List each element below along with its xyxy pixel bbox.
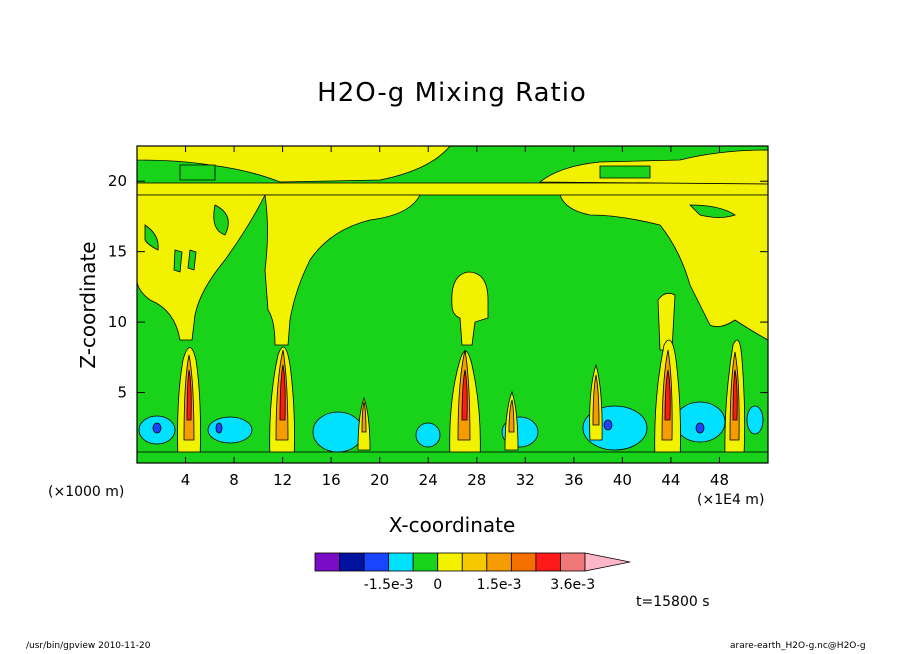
core-19-mid: [361, 401, 367, 433]
cyan-8: [746, 405, 764, 435]
y-axis-label: Z-coordinate: [76, 241, 100, 369]
cyan-3: [312, 411, 364, 453]
upper-cap-hole-2: [599, 165, 651, 179]
core-12-high: [279, 364, 286, 421]
left-plume: [137, 194, 266, 341]
colorbar: -1.5e-3 0 1.5e-3 3.6e-3: [314, 552, 631, 593]
x-tick-label: 28: [467, 471, 486, 489]
y-tick-label: 15: [108, 243, 127, 261]
x-tick-label: 44: [661, 471, 680, 489]
core-30-mid: [508, 399, 515, 433]
x-ticks: 4 8 12 16 20 24 28 32 36 40 44 48: [181, 146, 729, 489]
footer-left: /usr/bin/gpview 2010-11-20: [26, 641, 151, 651]
blue-2: [215, 422, 223, 434]
y-tick-label: 10: [108, 313, 127, 331]
footer-right: arare-earth_H2O-g.nc@H2O-g: [730, 641, 866, 651]
x-tick-label: 48: [710, 471, 729, 489]
colorbar-swatch: [510, 552, 537, 572]
time-label: t=15800 s: [636, 594, 710, 610]
left-plume-hole-2: [213, 204, 229, 236]
center-bubble: [451, 271, 489, 346]
upper-cap-hole-1: [179, 164, 216, 181]
x-tick-label: 8: [229, 471, 239, 489]
x-unit-right: (×1E4 m): [697, 492, 765, 508]
colorbar-label: 1.5e-3: [477, 577, 522, 593]
colorbar-label: 0: [433, 577, 442, 593]
x-tick-label: 32: [516, 471, 535, 489]
colorbar-swatch: [412, 552, 439, 572]
left-plume-hole-3: [173, 249, 183, 273]
plume-44-stem: [657, 292, 676, 351]
blue-3: [603, 419, 613, 431]
right-plume-hole: [689, 204, 736, 218]
y-tick-label: 5: [117, 384, 127, 402]
y-ticks: 5 10 15 20: [108, 172, 768, 402]
left-plume-hole-4: [187, 249, 197, 271]
colorbar-label: -1.5e-3: [364, 577, 414, 593]
colorbar-swatch: [314, 552, 340, 572]
core-27-high: [461, 369, 468, 421]
cyan-2: [207, 416, 253, 444]
colorbar-arrow: [584, 552, 631, 572]
blue-1: [152, 422, 162, 434]
colorbar-swatch: [560, 552, 586, 572]
core-44-high: [664, 369, 671, 421]
x-tick-label: 16: [322, 471, 341, 489]
upper-cap-left: [137, 146, 451, 183]
colorbar-swatch: [363, 552, 390, 572]
chart-title: H2O-g Mixing Ratio: [317, 78, 587, 108]
x-tick-label: 20: [370, 471, 389, 489]
plume-12: [264, 194, 421, 346]
core-4-high: [186, 369, 192, 421]
cyan-7: [674, 401, 726, 443]
core-48-high: [732, 369, 738, 421]
ground-strip: [137, 451, 768, 463]
colorbar-swatch: [339, 552, 365, 572]
x-unit-left: (×1000 m): [48, 484, 125, 500]
blue-4: [695, 422, 705, 434]
colorbar-label: 3.6e-3: [550, 577, 595, 593]
x-tick-label: 40: [613, 471, 632, 489]
cyan-4: [415, 422, 441, 448]
x-tick-label: 36: [564, 471, 583, 489]
upper-band: [137, 182, 768, 196]
x-axis-label: X-coordinate: [388, 513, 516, 537]
colorbar-swatch: [535, 552, 561, 572]
y-tick-label: 20: [108, 172, 127, 190]
left-plume-hole-1: [144, 224, 159, 251]
plot-frame: [136, 145, 769, 464]
right-plume: [559, 194, 768, 341]
core-37-mid: [592, 374, 600, 426]
colorbar-swatch: [437, 552, 463, 572]
x-tick-label: 24: [419, 471, 438, 489]
colorbar-swatch: [486, 552, 512, 572]
upper-cap-right: [538, 149, 768, 185]
x-tick-label: 12: [273, 471, 292, 489]
colorbar-swatch: [388, 552, 414, 572]
x-tick-label: 4: [181, 471, 191, 489]
colorbar-swatch: [461, 552, 488, 572]
